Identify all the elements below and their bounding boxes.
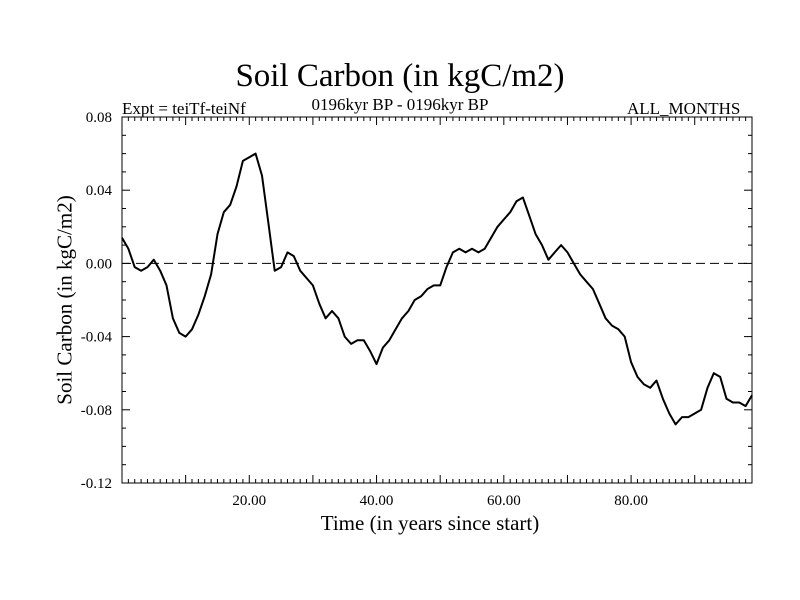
x-tick-label: 20.00 [232,493,266,509]
y-tick-label: 0.04 [86,183,113,199]
x-axis-label: Time (in years since start) [320,511,540,535]
experiment-label: Expt = teiTf-teiNf [122,99,246,118]
x-tick-label: 40.00 [360,493,394,509]
y-tick-label: 0.08 [86,110,112,126]
chart-title: Soil Carbon (in kgC/m2) [235,58,565,94]
series-line [121,152,753,426]
months-label: ALL_MONTHS [627,99,741,118]
x-tick-label: 60.00 [487,493,521,509]
y-tick-label: -0.08 [81,403,112,419]
plot-frame [121,116,753,484]
y-tick-label: 0.00 [86,256,112,272]
y-tick-label: -0.12 [81,476,112,492]
period-label: 0196kyr BP - 0196kyr BP [311,95,489,114]
x-tick-label: 80.00 [614,493,648,509]
y-tick-label: -0.04 [81,330,113,346]
